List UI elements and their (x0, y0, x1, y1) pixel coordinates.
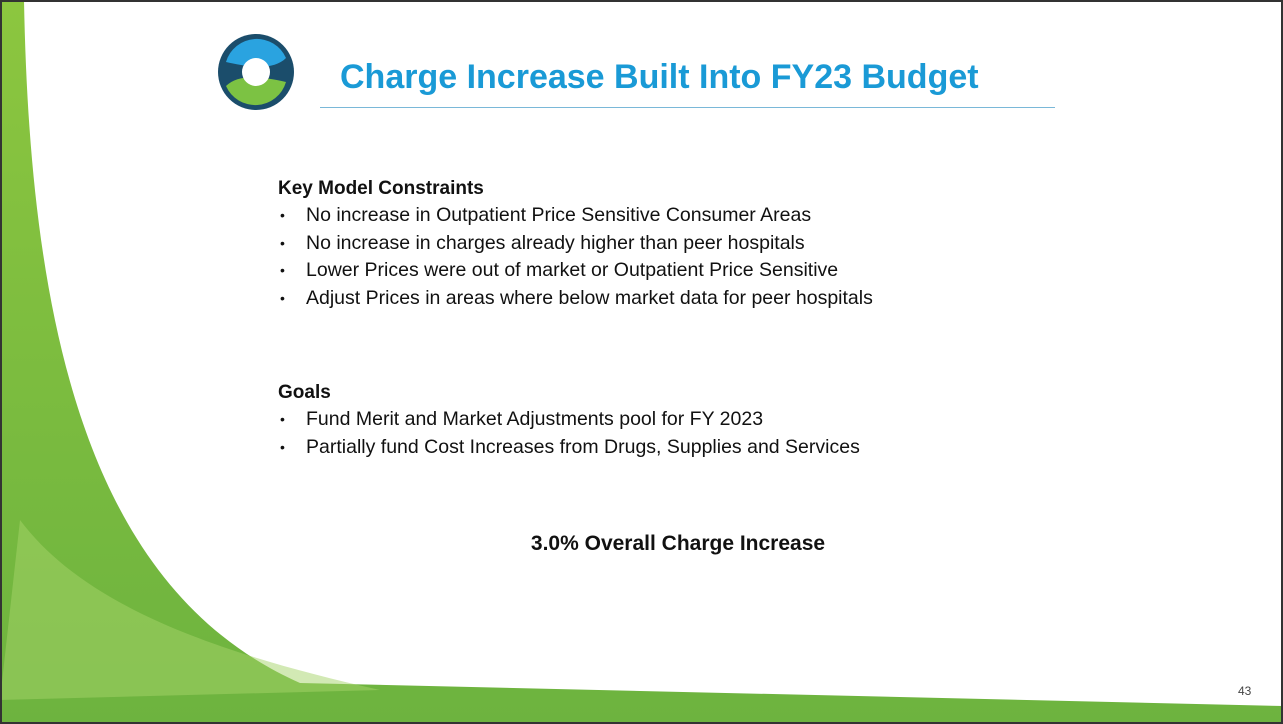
goals-section: Goals Fund Merit and Market Adjustments … (278, 380, 860, 461)
slide-title: Charge Increase Built Into FY23 Budget (340, 58, 979, 97)
key-message: 3.0% Overall Charge Increase (0, 532, 1283, 556)
logo (218, 34, 294, 110)
bullet: No increase in Outpatient Price Sensitiv… (278, 202, 873, 230)
bullet-list: No increase in Outpatient Price Sensitiv… (278, 202, 873, 312)
bullet: Partially fund Cost Increases from Drugs… (278, 434, 860, 462)
bullet: No increase in charges already higher th… (278, 230, 873, 258)
page-number: 43 (1238, 684, 1251, 698)
section-heading: Key Model Constraints (278, 176, 873, 202)
bullet: Fund Merit and Market Adjustments pool f… (278, 406, 860, 434)
section-heading: Goals (278, 380, 860, 406)
bullet-list: Fund Merit and Market Adjustments pool f… (278, 406, 860, 461)
bullet: Lower Prices were out of market or Outpa… (278, 257, 873, 285)
slide: Charge Increase Built Into FY23 Budget K… (0, 0, 1283, 724)
green-swoosh (0, 0, 1283, 724)
slide-background (0, 0, 1283, 724)
bullet: Adjust Prices in areas where below marke… (278, 285, 873, 313)
title-rule (320, 107, 1055, 108)
constraints-section: Key Model Constraints No increase in Out… (278, 176, 873, 312)
